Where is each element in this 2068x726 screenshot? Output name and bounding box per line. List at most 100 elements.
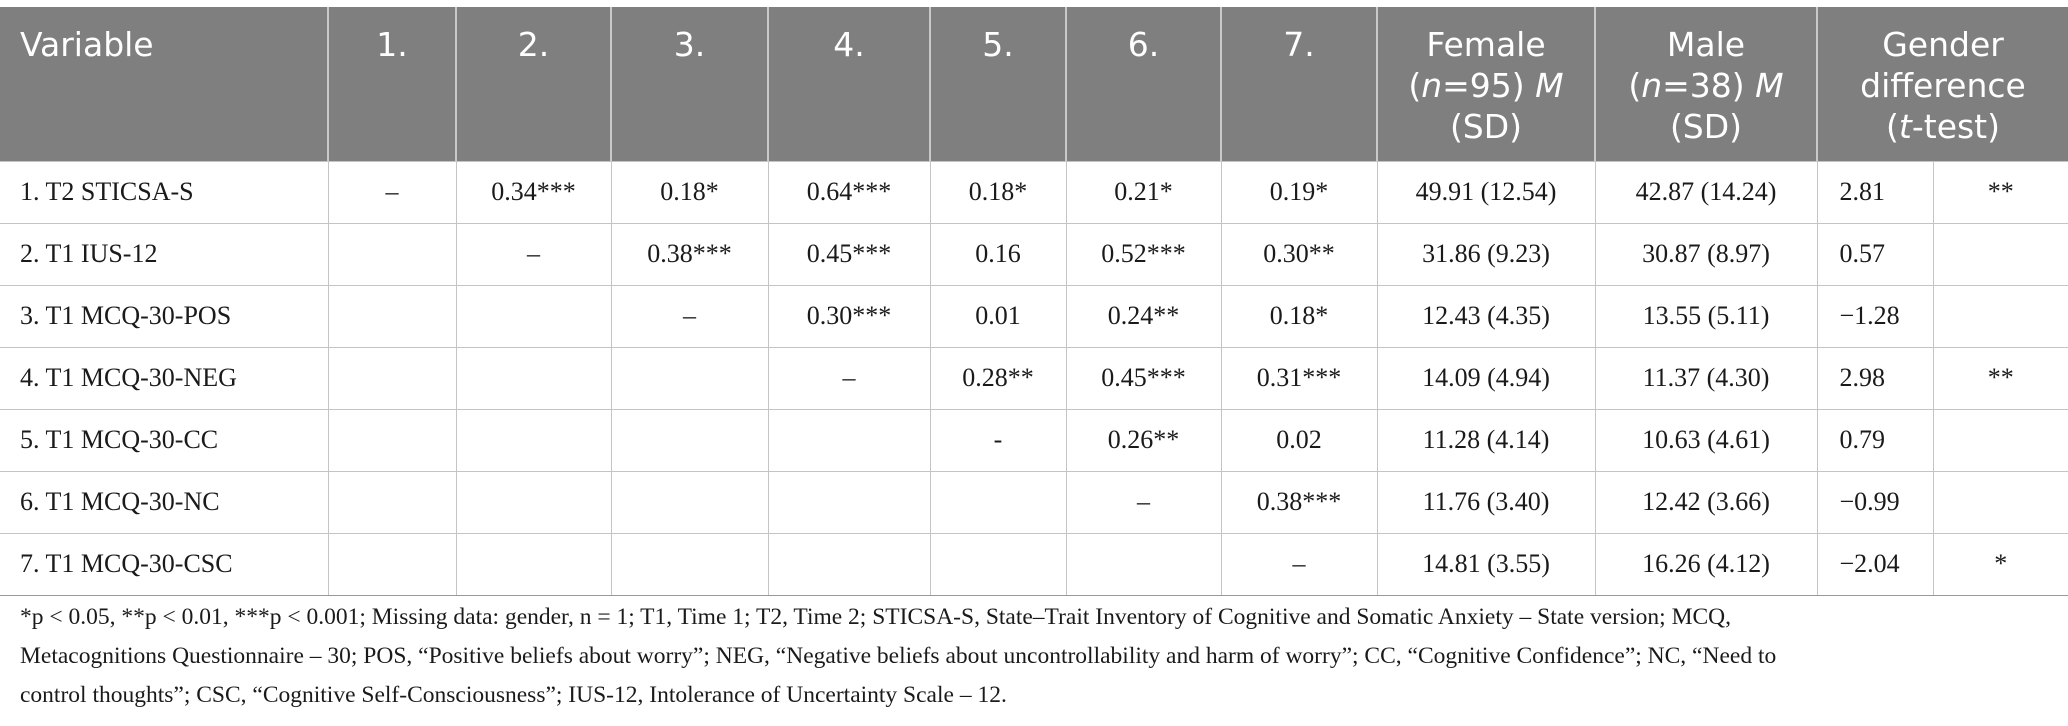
cell-c3	[610, 533, 768, 596]
cell-c1	[327, 285, 456, 348]
cell-c5	[929, 533, 1066, 596]
cell-c5	[929, 471, 1066, 534]
cell-c2	[455, 285, 611, 348]
cell-variable: 6. T1 MCQ-30-NC	[0, 471, 328, 534]
cell-male: 10.63 (4.61)	[1594, 409, 1817, 472]
cell-t: 0.79	[1816, 409, 1933, 472]
header-col-6: 6.	[1065, 7, 1221, 161]
cell-t: −1.28	[1816, 285, 1933, 348]
table-row: 6. T1 MCQ-30-NC – 0.38*** 11.76 (3.40) 1…	[0, 471, 2068, 534]
cell-c4: –	[767, 347, 930, 410]
table-row: 7. T1 MCQ-30-CSC – 14.81 (3.55) 16.26 (4…	[0, 533, 2068, 596]
cell-sig	[1932, 409, 2068, 472]
cell-female: 12.43 (4.35)	[1376, 285, 1595, 348]
header-col-4: 4.	[767, 7, 930, 161]
cell-c3	[610, 471, 768, 534]
cell-male: 16.26 (4.12)	[1594, 533, 1817, 596]
cell-t: −2.04	[1816, 533, 1933, 596]
cell-c6: 0.45***	[1065, 347, 1221, 410]
cell-sig: *	[1932, 533, 2068, 596]
cell-c1	[327, 533, 456, 596]
cell-sig	[1932, 223, 2068, 286]
cell-c4	[767, 471, 930, 534]
cell-c1	[327, 471, 456, 534]
cell-c5: -	[929, 409, 1066, 472]
cell-sig	[1932, 285, 2068, 348]
cell-c1	[327, 223, 456, 286]
header-col-5: 5.	[929, 7, 1066, 161]
cell-c6: 0.26**	[1065, 409, 1221, 472]
cell-c2	[455, 471, 611, 534]
cell-c4	[767, 409, 930, 472]
cell-c1: –	[327, 160, 456, 224]
cell-sig: **	[1932, 160, 2068, 224]
cell-c2: –	[455, 223, 611, 286]
cell-variable: 7. T1 MCQ-30-CSC	[0, 533, 328, 596]
cell-c3: 0.38***	[610, 223, 768, 286]
cell-c6: –	[1065, 471, 1221, 534]
cell-variable: 4. T1 MCQ-30-NEG	[0, 347, 328, 410]
cell-sig: **	[1932, 347, 2068, 410]
cell-c1	[327, 409, 456, 472]
cell-male: 30.87 (8.97)	[1594, 223, 1817, 286]
cell-c6: 0.24**	[1065, 285, 1221, 348]
table-footnote: *p < 0.05, **p < 0.01, ***p < 0.001; Mis…	[20, 598, 2050, 715]
header-col-3: 3.	[610, 7, 768, 161]
cell-c4: 0.45***	[767, 223, 930, 286]
cell-variable: 3. T1 MCQ-30-POS	[0, 285, 328, 348]
cell-c4: 0.64***	[767, 160, 930, 224]
cell-male: 13.55 (5.11)	[1594, 285, 1817, 348]
cell-c5: 0.01	[929, 285, 1066, 348]
table-row: 5. T1 MCQ-30-CC - 0.26** 0.02 11.28 (4.1…	[0, 409, 2068, 472]
cell-c7: 0.18*	[1220, 285, 1377, 348]
correlation-table: Variable 1. 2. 3. 4. 5. 6. 7. Female (n=…	[0, 7, 2068, 596]
cell-male: 42.87 (14.24)	[1594, 160, 1817, 224]
table-row: 4. T1 MCQ-30-NEG – 0.28** 0.45*** 0.31**…	[0, 347, 2068, 410]
cell-c7: –	[1220, 533, 1377, 596]
cell-c4	[767, 533, 930, 596]
cell-female: 11.76 (3.40)	[1376, 471, 1595, 534]
header-male-line1: Male	[1666, 25, 1746, 64]
header-col-2: 2.	[455, 7, 611, 161]
footnote-line: *p < 0.05, **p < 0.01, ***p < 0.001; Mis…	[20, 604, 1732, 630]
cell-female: 31.86 (9.23)	[1376, 223, 1595, 286]
cell-t: −0.99	[1816, 471, 1933, 534]
cell-male: 12.42 (3.66)	[1594, 471, 1817, 534]
header-gender-difference: Gender difference (t-test)	[1815, 7, 2068, 161]
cell-variable: 5. T1 MCQ-30-CC	[0, 409, 328, 472]
cell-variable: 2. T1 IUS-12	[0, 223, 328, 286]
cell-c2	[455, 533, 611, 596]
cell-c3	[610, 347, 768, 410]
header-female-line1: Female	[1426, 25, 1546, 64]
cell-c3: 0.18*	[610, 160, 768, 224]
header-variable: Variable	[0, 7, 328, 161]
cell-c7: 0.38***	[1220, 471, 1377, 534]
cell-c5: 0.28**	[929, 347, 1066, 410]
cell-c7: 0.30**	[1220, 223, 1377, 286]
cell-t: 0.57	[1816, 223, 1933, 286]
cell-female: 14.81 (3.55)	[1376, 533, 1595, 596]
cell-c5: 0.16	[929, 223, 1066, 286]
table-container: Variable 1. 2. 3. 4. 5. 6. 7. Female (n=…	[0, 7, 2068, 596]
cell-c6: 0.21*	[1065, 160, 1221, 224]
cell-male: 11.37 (4.30)	[1594, 347, 1817, 410]
header-row: Variable 1. 2. 3. 4. 5. 6. 7. Female (n=…	[0, 7, 2068, 161]
cell-sig	[1932, 471, 2068, 534]
cell-c7: 0.02	[1220, 409, 1377, 472]
cell-c1	[327, 347, 456, 410]
cell-c3: –	[610, 285, 768, 348]
cell-c2: 0.34***	[455, 160, 611, 224]
header-female: Female (n=95) M (SD)	[1376, 7, 1595, 161]
cell-variable: 1. T2 STICSA-S	[0, 160, 328, 224]
cell-c2	[455, 409, 611, 472]
footnote-line: Metacognitions Questionnaire – 30; POS, …	[20, 643, 1777, 669]
table-row: 2. T1 IUS-12 – 0.38*** 0.45*** 0.16 0.52…	[0, 223, 2068, 286]
cell-c7: 0.19*	[1220, 160, 1377, 224]
cell-c3	[610, 409, 768, 472]
cell-female: 49.91 (12.54)	[1376, 160, 1595, 224]
cell-c5: 0.18*	[929, 160, 1066, 224]
cell-female: 11.28 (4.14)	[1376, 409, 1595, 472]
header-col-7: 7.	[1220, 7, 1377, 161]
cell-c4: 0.30***	[767, 285, 930, 348]
header-male: Male (n=38) M (SD)	[1594, 7, 1817, 161]
